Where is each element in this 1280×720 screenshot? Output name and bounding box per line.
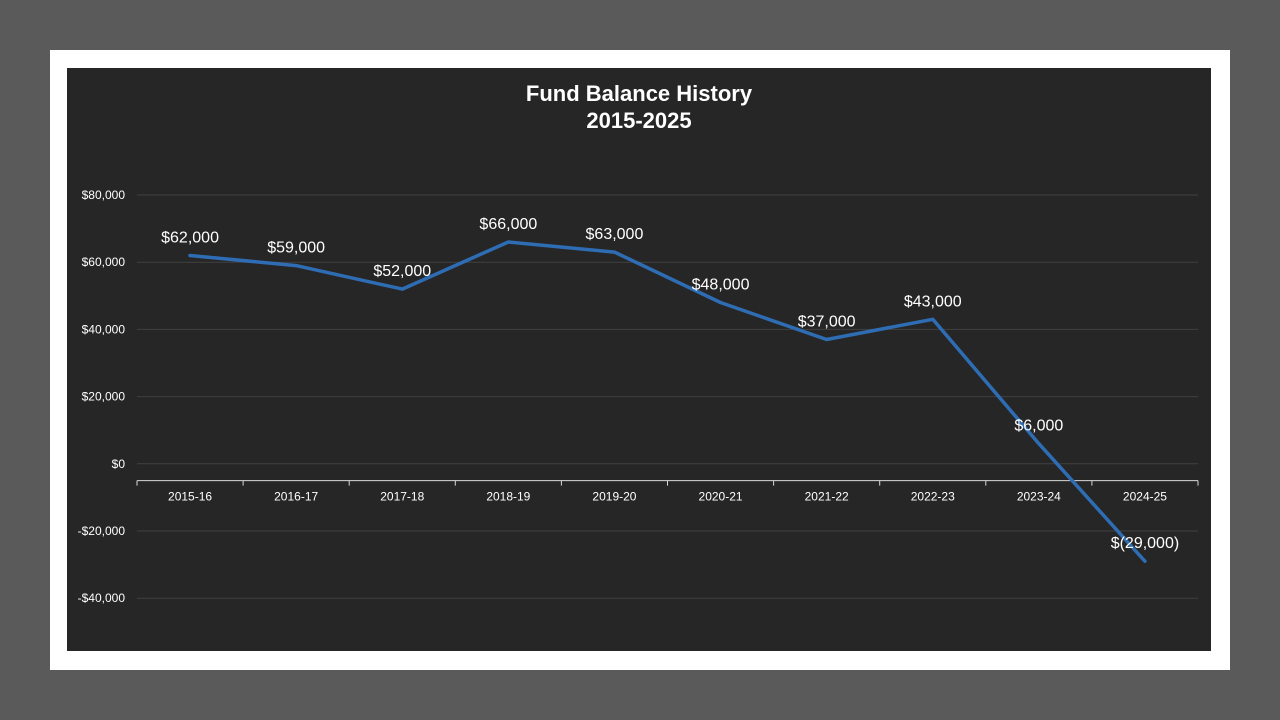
gridlines bbox=[137, 194, 1198, 599]
data-point bbox=[719, 301, 723, 305]
chart-title-block: Fund Balance History 2015-2025 bbox=[67, 80, 1211, 134]
x-tick-label: 2023-24 bbox=[1017, 490, 1061, 504]
y-tick-label: $60,000 bbox=[82, 255, 126, 269]
x-tick-label: 2020-21 bbox=[699, 490, 743, 504]
data-label: $59,000 bbox=[267, 240, 325, 257]
data-labels: $62,000 $59,000 $52,000 $66,000 $63,000 $48,0… bbox=[161, 216, 1179, 552]
data-point bbox=[506, 240, 510, 244]
x-tick-label: 2018-19 bbox=[486, 490, 530, 504]
y-tick-label: $20,000 bbox=[82, 390, 126, 404]
x-tick-label: 2019-20 bbox=[592, 490, 636, 504]
data-point bbox=[1037, 442, 1041, 446]
chart-frame: Fund Balance History 2015-2025 $80,000 $6… bbox=[50, 50, 1230, 670]
data-point bbox=[400, 287, 404, 291]
data-label: $62,000 bbox=[161, 229, 219, 246]
y-tick-label: -$40,000 bbox=[78, 591, 126, 605]
chart-subtitle: 2015-2025 bbox=[586, 108, 692, 133]
data-label: $52,000 bbox=[373, 263, 431, 280]
data-label: $43,000 bbox=[904, 293, 962, 310]
data-point bbox=[931, 317, 935, 321]
data-point bbox=[612, 250, 616, 254]
series-line-group bbox=[188, 240, 1147, 563]
y-tick-label: -$20,000 bbox=[78, 524, 126, 538]
data-label: $66,000 bbox=[479, 216, 537, 233]
data-point bbox=[1143, 559, 1147, 563]
data-label: $6,000 bbox=[1014, 418, 1063, 435]
chart-area: Fund Balance History 2015-2025 $80,000 $6… bbox=[67, 68, 1211, 651]
y-tick-label: $80,000 bbox=[82, 188, 126, 202]
x-tick-label: 2015-16 bbox=[168, 490, 212, 504]
x-tick-label: 2021-22 bbox=[805, 490, 849, 504]
series-line bbox=[188, 240, 1147, 563]
y-tick-label: $0 bbox=[112, 457, 126, 471]
data-label: $48,000 bbox=[692, 277, 750, 294]
data-point bbox=[294, 264, 298, 268]
data-label: $37,000 bbox=[798, 313, 856, 330]
category-axis bbox=[136, 480, 1199, 486]
x-tick-label: 2016-17 bbox=[274, 490, 318, 504]
x-tick-labels: 2015-16 2016-17 2017-18 2018-19 2019-20 2020-… bbox=[168, 490, 1167, 504]
data-label: $63,000 bbox=[586, 226, 644, 243]
y-tick-labels: $80,000 $60,000 $40,000 $20,000 $0 -$20,000 -$… bbox=[78, 188, 126, 605]
data-label: $(29,000) bbox=[1111, 535, 1180, 552]
y-tick-label: $40,000 bbox=[82, 322, 126, 336]
data-point bbox=[825, 337, 829, 341]
x-tick-label: 2017-18 bbox=[380, 490, 424, 504]
plot-svg: $80,000 $60,000 $40,000 $20,000 $0 -$20,000 -$… bbox=[78, 188, 1199, 605]
chart-title: Fund Balance History bbox=[525, 81, 753, 106]
data-point bbox=[188, 253, 192, 257]
x-tick-label: 2022-23 bbox=[911, 490, 955, 504]
x-tick-label: 2024-25 bbox=[1123, 490, 1167, 504]
